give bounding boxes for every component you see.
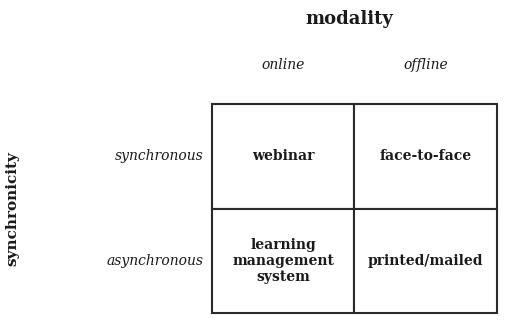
Text: online: online — [261, 58, 304, 72]
Text: modality: modality — [305, 10, 392, 28]
Text: synchronicity: synchronicity — [6, 151, 20, 266]
Bar — [354, 209, 496, 313]
Bar — [354, 104, 496, 209]
Bar — [211, 209, 354, 313]
Text: learning
management
system: learning management system — [232, 238, 333, 284]
Text: face-to-face: face-to-face — [379, 150, 471, 163]
Text: webinar: webinar — [251, 150, 314, 163]
Text: asynchronous: asynchronous — [107, 254, 204, 268]
Bar — [211, 104, 354, 209]
Text: synchronous: synchronous — [115, 150, 204, 163]
Text: offline: offline — [403, 58, 447, 72]
Text: printed/mailed: printed/mailed — [367, 254, 483, 268]
